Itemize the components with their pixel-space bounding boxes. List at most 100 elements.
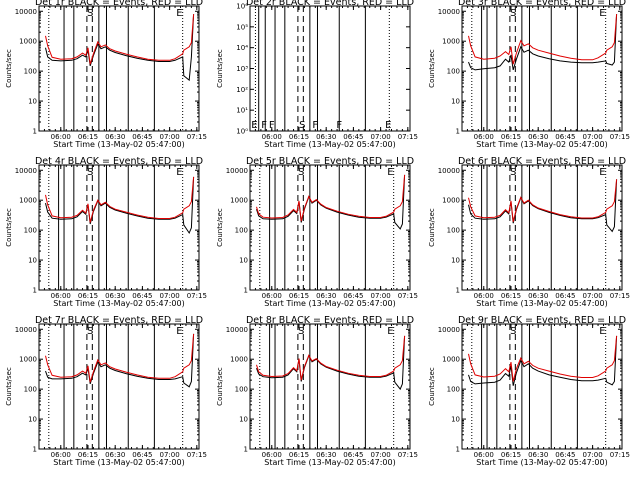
series-line-events (45, 14, 195, 82)
y-tick-label: 1 (456, 128, 460, 136)
x-axis-label: Start Time (13-May-02 05:47:00) (476, 140, 607, 149)
y-tick-label: 1000 (230, 356, 248, 364)
x-tick-label: 06:15 (289, 451, 309, 459)
segment-flag: E (385, 120, 391, 131)
y-tick-label: 10⁰ (236, 128, 248, 136)
y-axis-label: Counts/sec (5, 208, 13, 247)
plot-panel-4: Det 4r BLACK = Events, RED = LLD 1 10 100 10… (5, 156, 207, 308)
segment-flag: S (87, 167, 93, 178)
plot-title: Det 4r BLACK = Events, RED = LLD (35, 156, 203, 167)
x-axis-label: Start Time (13-May-02 05:47:00) (264, 140, 395, 149)
x-tick-label: 07:15 (610, 451, 630, 459)
x-tick-label: 07:00 (583, 133, 603, 141)
segment-flag: S (298, 167, 304, 178)
y-tick-label: 10⁵ (236, 23, 248, 31)
x-tick-label: 06:30 (316, 451, 336, 459)
x-tick-label: 06:45 (555, 292, 575, 300)
y-tick-label: 10⁶ (236, 3, 248, 11)
series-line-events (45, 333, 195, 388)
x-tick-label: 06:00 (51, 451, 71, 459)
x-axis-label: Start Time (13-May-02 05:47:00) (264, 299, 395, 308)
x-tick-label: 06:30 (528, 451, 548, 459)
y-tick-label: 100 (235, 227, 248, 235)
y-tick-label: 10 (451, 257, 460, 265)
segment-flag: E (599, 167, 605, 178)
x-tick-label: 06:30 (316, 133, 336, 141)
y-tick-label: 10¹ (236, 107, 248, 115)
segment-flag: E (599, 326, 605, 337)
plot-panel-2: Det 2r BLACK = Events, RED = LLD 10⁰ 10¹ 10… (216, 0, 418, 149)
x-tick-label: 07:15 (398, 451, 418, 459)
y-tick-label: 1000 (442, 197, 460, 205)
y-tick-label: 10⁴ (236, 44, 248, 52)
segment-flag: E (251, 120, 257, 131)
y-axis-label: Counts/sec (216, 49, 224, 88)
y-tick-label: 10000 (15, 8, 37, 16)
y-tick-label: 100 (447, 227, 460, 235)
segment-flag: S (510, 326, 516, 337)
x-tick-label: 06:45 (343, 133, 363, 141)
x-tick-label: 07:15 (398, 292, 418, 300)
y-axis-label: Counts/sec (428, 49, 436, 88)
y-tick-label: 10000 (15, 326, 37, 334)
x-tick-label: 06:45 (132, 451, 152, 459)
plot-panel-6: Det 6r BLACK = Events, RED = LLD 1 10 100 10… (428, 156, 630, 308)
y-tick-label: 100 (24, 227, 37, 235)
series-line-lld (45, 176, 195, 223)
plot-title: Det 1r BLACK = Events, RED = LLD (35, 0, 203, 8)
segment-flag: S (299, 120, 305, 131)
y-tick-label: 1 (33, 128, 37, 136)
x-tick-label: 06:45 (132, 292, 152, 300)
x-tick-label: 07:15 (187, 292, 207, 300)
x-tick-label: 07:15 (187, 133, 207, 141)
plot-frame (249, 5, 411, 132)
plot-frame (38, 164, 200, 291)
plot-panel-7: Det 7r BLACK = Events, RED = LLD 1 10 100 10… (5, 315, 207, 467)
x-tick-label: 06:15 (289, 292, 309, 300)
segment-flag: E (176, 326, 182, 337)
x-tick-label: 07:00 (583, 451, 603, 459)
x-tick-label: 06:30 (528, 292, 548, 300)
x-tick-label: 06:15 (78, 133, 98, 141)
plot-frame (461, 5, 623, 132)
series-line-lld (45, 14, 195, 65)
y-tick-label: 10000 (438, 326, 460, 334)
segment-flag: E (599, 8, 605, 19)
y-tick-label: 1 (33, 287, 37, 295)
x-tick-label: 06:30 (105, 451, 125, 459)
series-line-events (468, 179, 618, 233)
y-tick-label: 1000 (442, 356, 460, 364)
segment-flag: S (510, 167, 516, 178)
segment-flag: S (298, 326, 304, 337)
y-axis-label: Counts/sec (428, 208, 436, 247)
y-axis-label: Counts/sec (5, 367, 13, 406)
segment-flag: S (87, 8, 93, 19)
x-tick-label: 06:00 (474, 451, 494, 459)
plot-title: Det 3r BLACK = Events, RED = LLD (458, 0, 626, 8)
y-axis-label: Counts/sec (216, 367, 224, 406)
x-axis-label: Start Time (13-May-02 05:47:00) (53, 458, 184, 467)
y-tick-label: 10 (239, 416, 248, 424)
series-line-lld (468, 179, 618, 222)
x-tick-label: 07:15 (187, 451, 207, 459)
y-tick-label: 10² (236, 86, 248, 94)
x-tick-label: 06:15 (501, 292, 521, 300)
y-axis-label: Counts/sec (5, 49, 13, 88)
x-tick-label: 06:00 (51, 292, 71, 300)
y-tick-label: 1000 (230, 197, 248, 205)
series-line-lld (468, 14, 618, 65)
x-tick-label: 06:15 (501, 451, 521, 459)
x-tick-label: 07:00 (371, 292, 391, 300)
x-tick-label: 07:15 (610, 133, 630, 141)
x-tick-label: 07:00 (160, 133, 180, 141)
x-tick-label: 07:00 (160, 292, 180, 300)
y-tick-label: 1 (244, 446, 248, 454)
plot-panel-9: Det 9r BLACK = Events, RED = LLD 1 10 100 10… (428, 315, 630, 467)
y-tick-label: 100 (24, 68, 37, 76)
x-tick-label: 06:15 (289, 133, 309, 141)
x-tick-label: 06:30 (105, 133, 125, 141)
x-tick-label: 06:45 (555, 451, 575, 459)
x-tick-label: 07:00 (371, 133, 391, 141)
x-axis-label: Start Time (13-May-02 05:47:00) (53, 140, 184, 149)
